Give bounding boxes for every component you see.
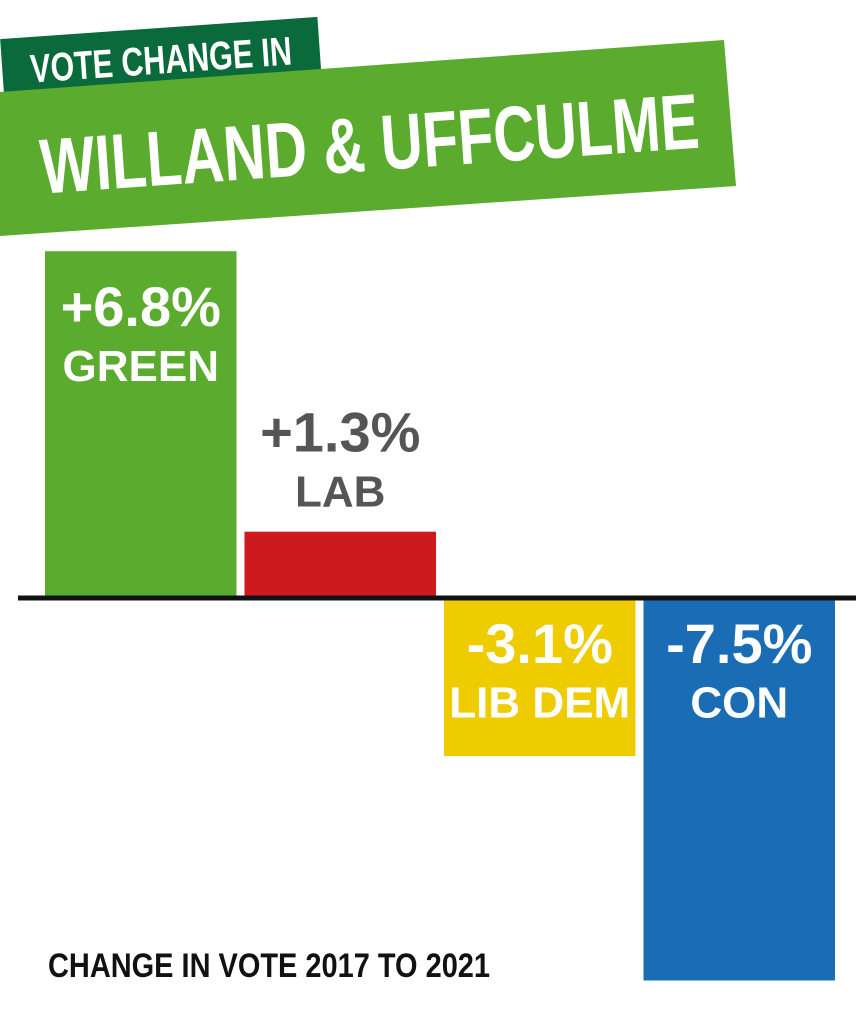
footnote: CHANGE IN VOTE 2017 TO 2021 (48, 947, 490, 985)
category-label: GREEN (63, 342, 219, 391)
value-label: -7.5% (666, 612, 812, 675)
bar (44, 251, 237, 598)
category-label: LAB (295, 467, 385, 516)
bar (443, 598, 636, 757)
category-label: CON (690, 679, 788, 728)
bar (244, 531, 437, 598)
category-label: LIB DEM (449, 679, 630, 728)
value-label: +6.8% (61, 275, 221, 338)
value-label: +1.3% (260, 400, 420, 463)
subtitle-background (0, 40, 736, 236)
value-label: -3.1% (467, 612, 613, 675)
bar (643, 598, 836, 981)
